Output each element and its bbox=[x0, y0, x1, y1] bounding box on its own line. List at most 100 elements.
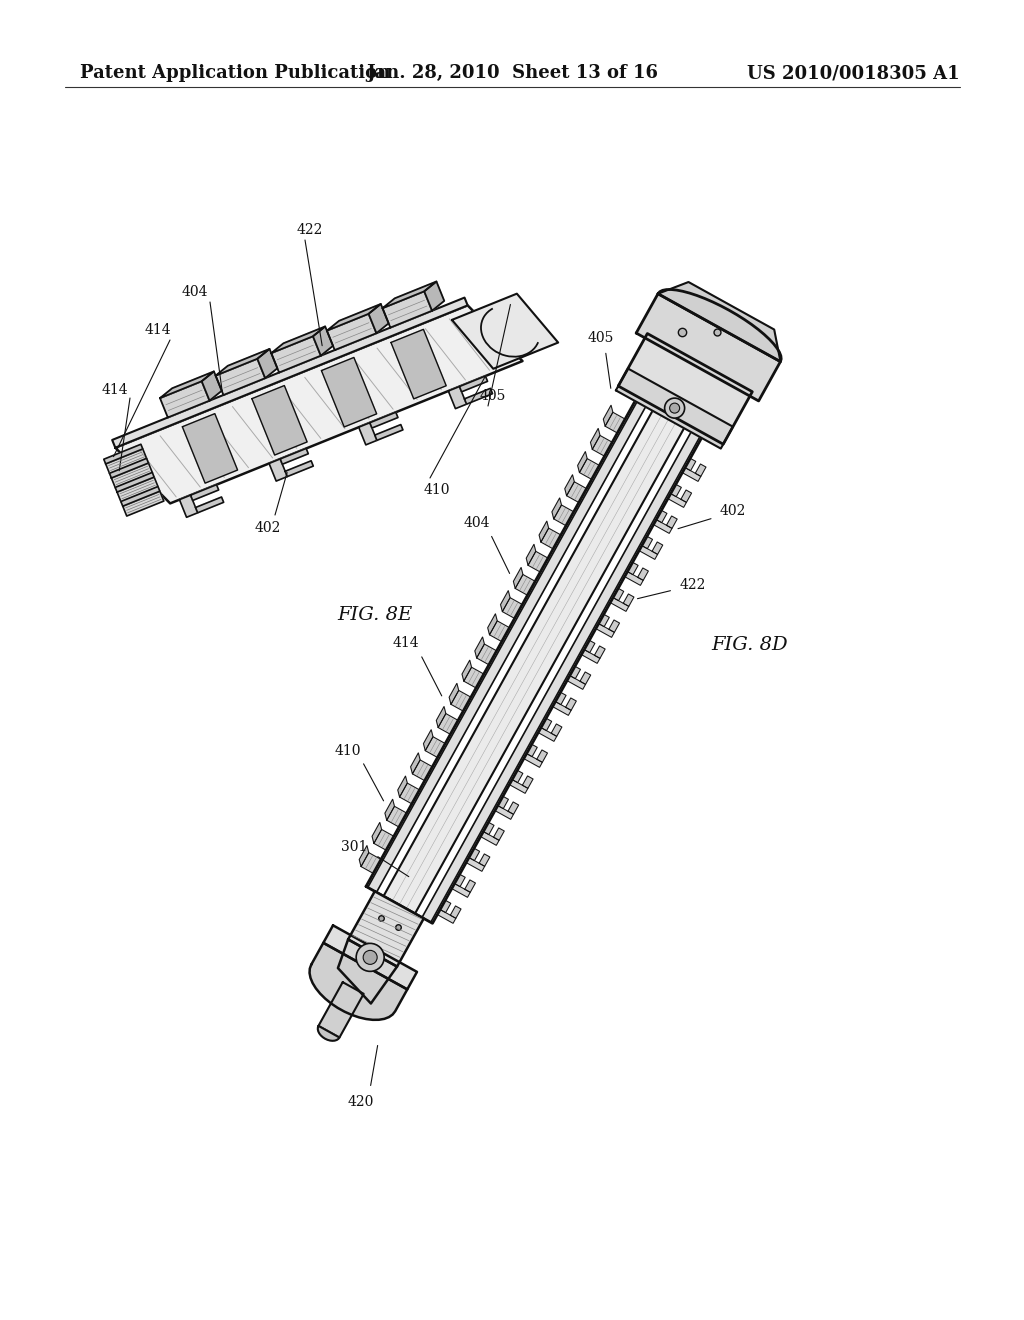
Text: 414: 414 bbox=[392, 636, 419, 649]
Polygon shape bbox=[479, 854, 489, 866]
Polygon shape bbox=[317, 1026, 339, 1040]
Polygon shape bbox=[271, 337, 321, 372]
Polygon shape bbox=[671, 484, 681, 496]
Polygon shape bbox=[327, 314, 377, 350]
Polygon shape bbox=[370, 412, 398, 428]
Polygon shape bbox=[358, 422, 377, 445]
Polygon shape bbox=[424, 281, 444, 310]
Polygon shape bbox=[466, 858, 484, 871]
Polygon shape bbox=[477, 644, 497, 665]
Polygon shape bbox=[464, 667, 483, 688]
Polygon shape bbox=[440, 900, 451, 912]
Polygon shape bbox=[580, 672, 591, 684]
Polygon shape bbox=[605, 412, 625, 433]
Polygon shape bbox=[480, 832, 499, 845]
Polygon shape bbox=[513, 568, 523, 589]
Polygon shape bbox=[682, 467, 700, 482]
Polygon shape bbox=[618, 334, 753, 445]
Polygon shape bbox=[526, 744, 538, 756]
Polygon shape bbox=[469, 849, 479, 861]
Polygon shape bbox=[508, 803, 518, 814]
Polygon shape bbox=[385, 799, 394, 820]
Polygon shape bbox=[667, 516, 677, 528]
Polygon shape bbox=[503, 598, 522, 618]
Polygon shape bbox=[374, 829, 394, 850]
Polygon shape bbox=[399, 783, 420, 804]
Text: 422: 422 bbox=[297, 223, 324, 238]
Polygon shape bbox=[313, 326, 333, 355]
Polygon shape bbox=[509, 780, 528, 793]
Polygon shape bbox=[123, 491, 164, 516]
Polygon shape bbox=[615, 368, 733, 449]
Polygon shape bbox=[112, 463, 153, 488]
Polygon shape bbox=[658, 282, 780, 362]
Polygon shape bbox=[656, 511, 667, 523]
Polygon shape bbox=[216, 348, 269, 376]
Polygon shape bbox=[512, 771, 523, 783]
Polygon shape bbox=[160, 371, 214, 399]
Polygon shape bbox=[522, 776, 534, 788]
Text: 410: 410 bbox=[334, 744, 360, 758]
Polygon shape bbox=[117, 477, 158, 502]
Polygon shape bbox=[285, 461, 313, 477]
Polygon shape bbox=[372, 822, 382, 843]
Text: 414: 414 bbox=[144, 323, 171, 337]
Polygon shape bbox=[324, 925, 417, 990]
Polygon shape bbox=[551, 723, 562, 737]
Polygon shape bbox=[624, 594, 634, 606]
Polygon shape bbox=[452, 293, 558, 368]
Polygon shape bbox=[524, 754, 543, 767]
Polygon shape bbox=[567, 676, 586, 689]
Polygon shape bbox=[451, 906, 461, 919]
Polygon shape bbox=[375, 425, 402, 441]
Polygon shape bbox=[257, 348, 278, 378]
Polygon shape bbox=[596, 623, 614, 638]
Polygon shape bbox=[465, 880, 475, 892]
Polygon shape bbox=[541, 718, 552, 731]
Polygon shape bbox=[452, 883, 470, 898]
Polygon shape bbox=[695, 465, 706, 477]
Polygon shape bbox=[425, 737, 445, 758]
Polygon shape bbox=[369, 304, 389, 333]
Polygon shape bbox=[639, 545, 657, 560]
Polygon shape bbox=[658, 289, 781, 362]
Polygon shape bbox=[190, 484, 219, 500]
Polygon shape bbox=[495, 805, 513, 820]
Polygon shape bbox=[592, 436, 612, 457]
Polygon shape bbox=[526, 544, 536, 565]
Text: Patent Application Publication: Patent Application Publication bbox=[80, 63, 390, 82]
Circle shape bbox=[364, 950, 377, 965]
Polygon shape bbox=[368, 397, 648, 892]
Polygon shape bbox=[610, 598, 629, 611]
Polygon shape bbox=[494, 828, 504, 841]
Text: 404: 404 bbox=[464, 516, 489, 531]
Text: 405: 405 bbox=[480, 389, 506, 403]
Polygon shape bbox=[216, 359, 265, 395]
Text: 405: 405 bbox=[588, 331, 614, 346]
Polygon shape bbox=[541, 528, 561, 549]
Text: 422: 422 bbox=[679, 578, 706, 591]
Polygon shape bbox=[105, 449, 146, 474]
Polygon shape bbox=[483, 822, 494, 834]
Polygon shape bbox=[309, 942, 408, 1020]
Text: FIG. 8D: FIG. 8D bbox=[712, 636, 788, 653]
Polygon shape bbox=[424, 730, 433, 751]
Text: 410: 410 bbox=[424, 483, 451, 498]
Polygon shape bbox=[642, 536, 652, 549]
Polygon shape bbox=[116, 305, 522, 503]
Polygon shape bbox=[681, 490, 691, 503]
Polygon shape bbox=[668, 494, 686, 507]
Polygon shape bbox=[383, 292, 432, 327]
Polygon shape bbox=[539, 727, 557, 742]
Polygon shape bbox=[475, 638, 484, 657]
Polygon shape bbox=[113, 297, 468, 447]
Polygon shape bbox=[451, 690, 471, 711]
Polygon shape bbox=[110, 458, 148, 478]
Polygon shape bbox=[580, 458, 599, 479]
Polygon shape bbox=[653, 520, 672, 533]
Polygon shape bbox=[438, 714, 458, 734]
Polygon shape bbox=[652, 543, 663, 554]
Polygon shape bbox=[182, 413, 238, 483]
Polygon shape bbox=[552, 498, 561, 519]
Polygon shape bbox=[455, 874, 465, 887]
